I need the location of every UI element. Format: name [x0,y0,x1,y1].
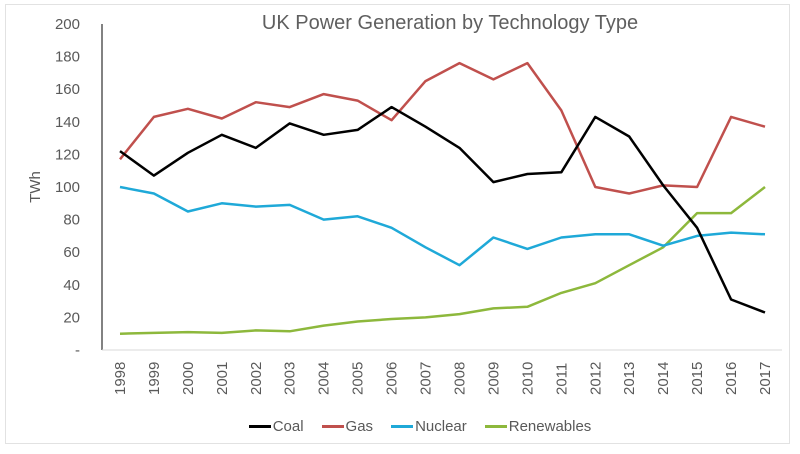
y-tick-label: 160 [55,81,80,98]
chart-frame [5,4,790,444]
x-tick-label: 2016 [723,362,740,395]
series-lines [119,61,766,335]
y-tick-label: 40 [63,277,80,294]
x-tick-label: 2004 [316,362,333,395]
series-line-gas [119,61,766,195]
y-tick-label: 180 [55,49,80,66]
x-tick-label: 2007 [418,362,435,395]
legend-swatch [321,425,344,428]
legend-label: Nuclear [415,418,467,435]
x-tick-label: 2002 [248,362,265,395]
legend-item-renewables: Renewables [484,418,592,435]
x-tick-label: 2011 [553,363,570,395]
legend-item-gas: Gas [321,418,374,435]
legend-label: Gas [345,418,374,435]
x-tick-label: 2003 [282,362,299,395]
chart-legend: Coal Gas Nuclear Renewables [0,418,800,435]
x-tick-label: 2001 [214,362,231,395]
legend-swatch [391,425,414,428]
y-tick-label: 140 [55,114,80,131]
legend-swatch [484,425,507,428]
x-tick-label: 2012 [587,362,604,395]
x-tick-label: 2017 [757,362,774,395]
x-tick-label: 2014 [655,362,672,395]
y-tick-label: 100 [55,179,80,196]
y-axis: - 20 40 60 80 100 120 140 160 180 200 [55,16,782,359]
legend-item-coal: Coal [248,418,304,435]
x-tick-label: 2008 [451,362,468,395]
y-tick-label: 200 [55,16,80,33]
x-tick-label: 2005 [350,362,367,395]
series-line-nuclear [119,185,766,267]
x-axis: 1998 1999 2000 2001 2002 2003 2004 2005 2006 2007… [112,362,774,395]
y-axis-label: TWh [27,171,44,203]
y-tick-label: 20 [63,309,80,326]
x-tick-label: 1998 [112,362,129,395]
x-tick-label: 2015 [689,362,706,395]
y-tick-label: 60 [63,244,80,261]
legend-label: Coal [272,418,304,435]
y-tick-label: - [75,342,80,359]
legend-label: Renewables [508,418,592,435]
legend-item-nuclear: Nuclear [391,418,467,435]
series-line-renewables [119,186,766,335]
x-tick-label: 2013 [621,362,638,395]
x-tick-label: 1999 [146,362,163,395]
y-tick-label: 80 [63,212,80,229]
x-tick-label: 2009 [485,362,502,395]
x-tick-label: 2010 [519,362,536,395]
legend-swatch [248,425,271,428]
x-tick-label: 2000 [180,362,197,395]
y-tick-label: 120 [55,146,80,163]
series-line-coal [119,105,766,314]
chart-title: UK Power Generation by Technology Type [261,12,639,34]
x-tick-label: 2006 [384,362,401,395]
